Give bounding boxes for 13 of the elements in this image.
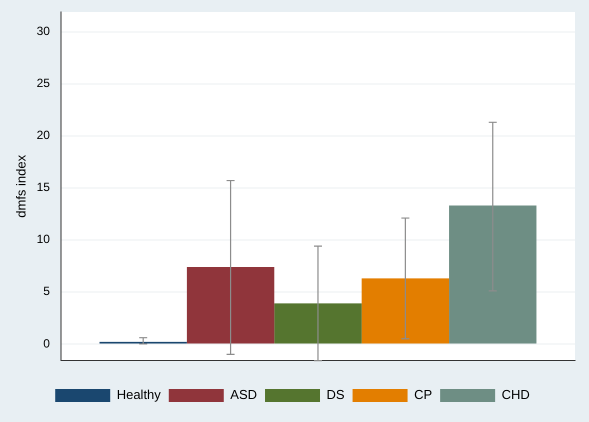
y-tick-label: 30 (36, 24, 50, 38)
y-axis-title: dmfs index (13, 154, 28, 218)
y-tick-label: 20 (36, 128, 50, 142)
y-tick-label: 15 (36, 180, 50, 194)
legend-label: Healthy (116, 387, 162, 402)
y-tick-label: 25 (36, 76, 50, 90)
y-tick-label: 10 (36, 232, 50, 246)
legend-label: DS (326, 387, 345, 402)
y-tick-label: 0 (43, 336, 50, 350)
legend-label: ASD (230, 387, 258, 402)
legend-label: CP (414, 387, 432, 402)
legend-label: CHD (502, 387, 530, 402)
y-tick-label: 5 (43, 284, 50, 298)
